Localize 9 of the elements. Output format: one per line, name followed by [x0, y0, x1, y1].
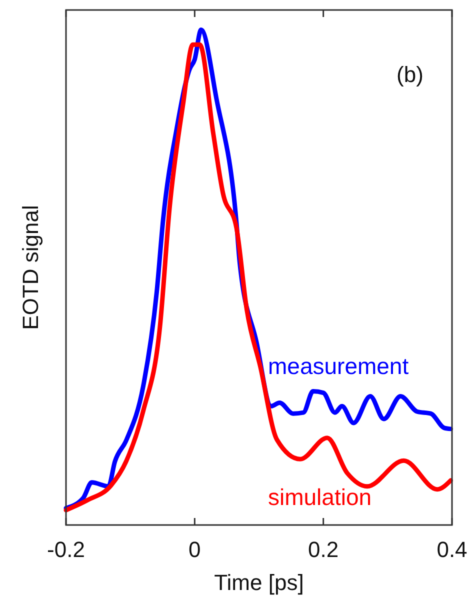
x-tick-label: 0 — [188, 537, 201, 562]
series-label: simulation — [268, 484, 372, 510]
annotation: (b) — [396, 62, 424, 87]
series-label: measurement — [268, 353, 410, 379]
x-tick-label: -0.2 — [47, 537, 85, 562]
x-tick-label: 0.2 — [308, 537, 339, 562]
x-axis-title: Time [ps] — [214, 570, 304, 595]
x-tick-label: 0.4 — [436, 537, 468, 562]
y-axis-title: EOTD signal — [18, 205, 43, 330]
